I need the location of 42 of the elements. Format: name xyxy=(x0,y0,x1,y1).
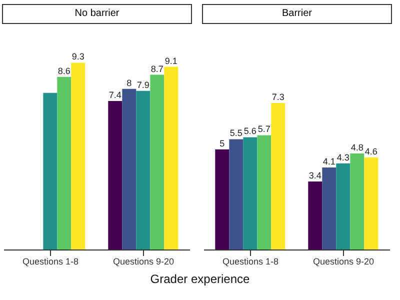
bar xyxy=(108,100,122,250)
data-label: 9.1 xyxy=(164,56,178,66)
data-label: 5.5 xyxy=(230,128,242,138)
data-label: 7.4 xyxy=(108,90,122,100)
data-label: 8.7 xyxy=(150,64,164,74)
data-label: 5.7 xyxy=(258,124,270,134)
data-label: 3.4 xyxy=(308,170,322,181)
chart-title: Barrier xyxy=(202,4,392,24)
bar xyxy=(350,153,364,250)
bar xyxy=(322,167,336,250)
bar xyxy=(71,62,86,250)
bar xyxy=(57,76,72,250)
data-label: 7.9 xyxy=(136,80,150,90)
x-axis-title: Grader experience xyxy=(149,272,251,286)
x-tick-label: Questions 9-20 xyxy=(312,256,374,266)
data-label: 9.3 xyxy=(72,52,84,62)
bar xyxy=(229,139,244,250)
data-label: 8.6 xyxy=(58,66,70,76)
bar xyxy=(215,149,230,250)
bar xyxy=(43,92,58,250)
x-tick-label: Questions 1-8 xyxy=(222,256,279,266)
bar xyxy=(364,157,378,250)
bar xyxy=(308,182,322,250)
bar xyxy=(336,163,350,250)
data-label: 4.8 xyxy=(350,142,364,152)
bar xyxy=(257,135,272,250)
bar xyxy=(150,74,164,250)
bar xyxy=(243,137,258,250)
data-label: 4.3 xyxy=(336,152,350,162)
data-label: 7.3 xyxy=(272,92,284,102)
data-label: 4.1 xyxy=(322,156,336,166)
data-label: 5.6 xyxy=(244,126,256,136)
data-label: 8 xyxy=(126,78,132,88)
bar xyxy=(271,103,286,250)
data-label: 5 xyxy=(220,138,225,148)
x-tick-label: Questions 1-8 xyxy=(22,256,79,266)
bar xyxy=(122,88,136,250)
bar xyxy=(136,90,150,250)
x-tick-label: Questions 9-20 xyxy=(112,256,174,266)
bar xyxy=(164,66,178,250)
data-label: 4.6 xyxy=(364,146,378,156)
chart-title: No barrier xyxy=(2,4,192,24)
